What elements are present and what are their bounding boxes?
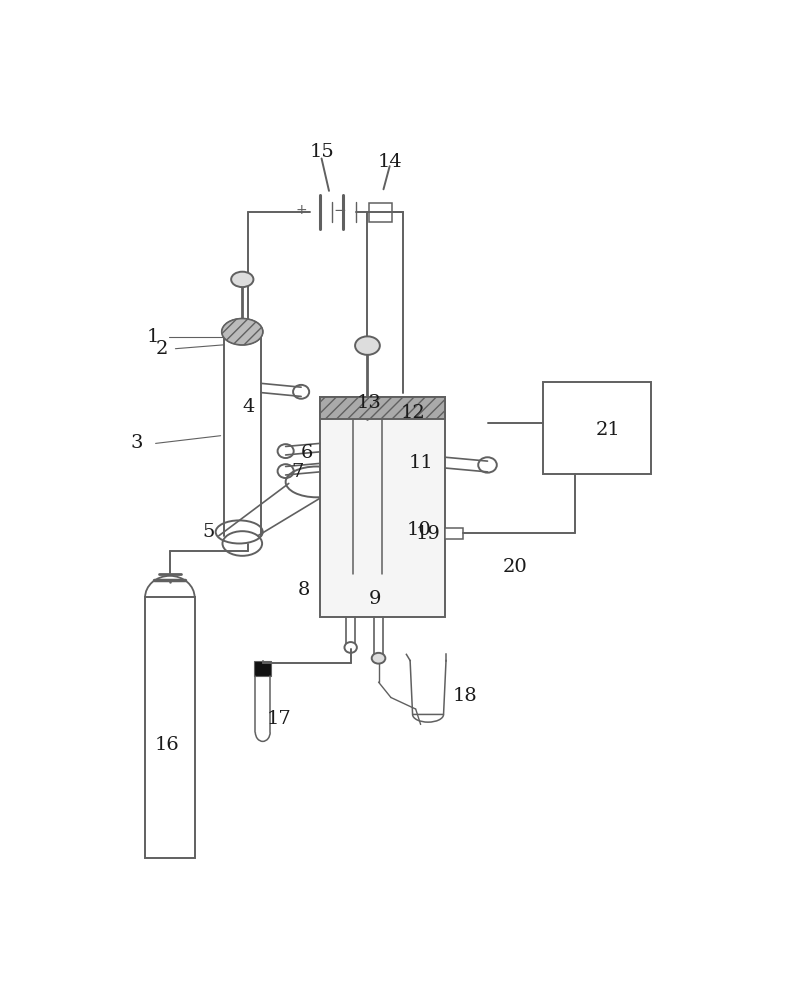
Text: 15: 15: [309, 143, 334, 161]
Text: 12: 12: [401, 404, 426, 422]
Text: 5: 5: [202, 523, 214, 541]
Text: −: −: [333, 203, 346, 218]
Text: 16: 16: [154, 736, 179, 754]
Text: 18: 18: [453, 687, 478, 705]
Text: 2: 2: [156, 340, 168, 358]
Bar: [445, 528, 463, 539]
Bar: [543, 382, 651, 474]
Bar: [254, 661, 272, 676]
Bar: [320, 397, 445, 617]
Text: 14: 14: [377, 153, 402, 171]
Ellipse shape: [355, 336, 380, 355]
Text: 20: 20: [503, 558, 527, 576]
Text: 8: 8: [298, 581, 310, 599]
Ellipse shape: [222, 319, 263, 345]
Text: 7: 7: [292, 463, 304, 481]
Bar: [369, 203, 392, 222]
Text: 17: 17: [267, 710, 292, 728]
Text: 6: 6: [301, 444, 313, 462]
Ellipse shape: [231, 272, 253, 287]
Text: 21: 21: [595, 421, 620, 439]
Text: +: +: [296, 203, 307, 217]
Text: 3: 3: [131, 434, 143, 452]
Text: 13: 13: [356, 394, 381, 412]
Bar: [145, 597, 195, 858]
Text: 4: 4: [242, 398, 255, 416]
Text: 1: 1: [146, 328, 159, 346]
Ellipse shape: [344, 642, 357, 653]
Bar: [320, 397, 445, 419]
Text: 9: 9: [369, 590, 382, 608]
Text: 19: 19: [415, 525, 440, 543]
Ellipse shape: [372, 653, 385, 664]
Text: 11: 11: [408, 454, 433, 472]
Ellipse shape: [222, 319, 263, 345]
Text: 10: 10: [407, 521, 431, 539]
